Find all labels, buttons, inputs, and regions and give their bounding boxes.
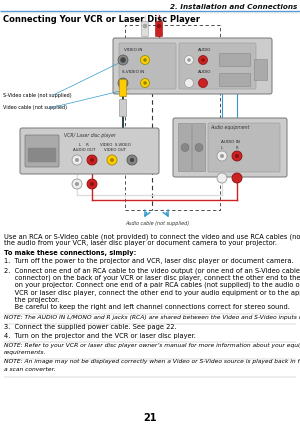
Text: Audio cable (not supplied): Audio cable (not supplied) bbox=[125, 220, 189, 226]
Text: 21: 21 bbox=[143, 413, 157, 423]
Circle shape bbox=[87, 179, 97, 189]
Text: AUDIO: AUDIO bbox=[198, 48, 212, 52]
Bar bbox=[28, 148, 56, 162]
Circle shape bbox=[143, 24, 147, 28]
Circle shape bbox=[107, 155, 117, 165]
Circle shape bbox=[90, 158, 94, 162]
Text: NOTE: The AUDIO IN L/MONO and R jacks (RCA) are shared between the Video and S-V: NOTE: The AUDIO IN L/MONO and R jacks (R… bbox=[4, 315, 300, 320]
Text: NOTE: An image may not be displayed correctly when a Video or S-Video source is : NOTE: An image may not be displayed corr… bbox=[4, 360, 300, 365]
Circle shape bbox=[157, 24, 161, 28]
FancyBboxPatch shape bbox=[193, 123, 206, 171]
FancyBboxPatch shape bbox=[155, 22, 163, 36]
Text: VCR or laser disc player, connect the other end to your audio equipment or to th: VCR or laser disc player, connect the ot… bbox=[4, 290, 300, 296]
Text: NOTE: Refer to your VCR or laser disc player owner’s manual for more information: NOTE: Refer to your VCR or laser disc pl… bbox=[4, 343, 300, 348]
Circle shape bbox=[140, 56, 149, 64]
Circle shape bbox=[87, 155, 97, 165]
Text: To make these connections, simply:: To make these connections, simply: bbox=[4, 250, 136, 256]
Text: requirements.: requirements. bbox=[4, 350, 46, 355]
Text: VIDEO  S-VIDEO: VIDEO S-VIDEO bbox=[100, 143, 130, 147]
Circle shape bbox=[130, 158, 134, 162]
Circle shape bbox=[188, 59, 190, 61]
Circle shape bbox=[118, 55, 128, 65]
FancyBboxPatch shape bbox=[119, 43, 176, 89]
Text: connector) on the back of your VCR or laser disc player, connect the other end t: connector) on the back of your VCR or la… bbox=[4, 274, 300, 281]
FancyBboxPatch shape bbox=[173, 118, 287, 177]
FancyBboxPatch shape bbox=[119, 100, 127, 117]
Text: S-Video cable (not supplied): S-Video cable (not supplied) bbox=[3, 92, 72, 98]
Circle shape bbox=[220, 154, 224, 158]
Text: 2. Installation and Connections: 2. Installation and Connections bbox=[169, 4, 297, 10]
FancyBboxPatch shape bbox=[119, 80, 127, 97]
FancyBboxPatch shape bbox=[142, 22, 148, 36]
FancyBboxPatch shape bbox=[25, 135, 59, 167]
Circle shape bbox=[140, 78, 149, 87]
Circle shape bbox=[195, 143, 203, 151]
Text: Connecting Your VCR or Laser Disc Player: Connecting Your VCR or Laser Disc Player bbox=[3, 16, 200, 25]
Circle shape bbox=[235, 154, 239, 158]
Circle shape bbox=[217, 151, 227, 161]
FancyBboxPatch shape bbox=[220, 53, 250, 67]
Circle shape bbox=[75, 158, 79, 162]
FancyBboxPatch shape bbox=[20, 128, 159, 174]
Circle shape bbox=[75, 182, 79, 186]
FancyBboxPatch shape bbox=[179, 43, 256, 89]
Text: R: R bbox=[236, 146, 238, 150]
Circle shape bbox=[232, 173, 242, 183]
Text: Audio equipment: Audio equipment bbox=[210, 126, 250, 131]
Text: AUDIO OUT: AUDIO OUT bbox=[73, 148, 95, 152]
Text: 3.  Connect the supplied power cable. See page 22.: 3. Connect the supplied power cable. See… bbox=[4, 324, 177, 330]
Circle shape bbox=[217, 173, 227, 183]
Text: S-VIDEO IN: S-VIDEO IN bbox=[122, 70, 144, 74]
Circle shape bbox=[202, 59, 205, 61]
Circle shape bbox=[118, 78, 128, 88]
Text: AUDIO IN: AUDIO IN bbox=[220, 140, 239, 144]
Circle shape bbox=[181, 143, 189, 151]
FancyBboxPatch shape bbox=[254, 59, 268, 81]
FancyBboxPatch shape bbox=[113, 38, 272, 94]
Bar bbox=[125, 25, 220, 210]
Text: Video cable (not supplied): Video cable (not supplied) bbox=[3, 106, 67, 111]
Circle shape bbox=[72, 179, 82, 189]
Text: VCR/ Laser disc player: VCR/ Laser disc player bbox=[64, 132, 116, 137]
Text: AUDIO: AUDIO bbox=[198, 70, 212, 74]
FancyBboxPatch shape bbox=[178, 123, 191, 171]
FancyBboxPatch shape bbox=[220, 73, 250, 86]
Circle shape bbox=[121, 81, 125, 86]
FancyBboxPatch shape bbox=[208, 123, 280, 172]
Circle shape bbox=[143, 59, 146, 61]
Circle shape bbox=[143, 81, 146, 84]
Circle shape bbox=[110, 158, 114, 162]
Circle shape bbox=[127, 155, 137, 165]
Text: 4.  Turn on the projector and the VCR or laser disc player.: 4. Turn on the projector and the VCR or … bbox=[4, 333, 196, 339]
Text: the projector.: the projector. bbox=[4, 297, 59, 303]
Text: 1.  Turn off the power to the projector and VCR, laser disc player or document c: 1. Turn off the power to the projector a… bbox=[4, 259, 294, 265]
Circle shape bbox=[121, 58, 125, 62]
Text: 2.  Connect one end of an RCA cable to the video output (or one end of an S-Vide: 2. Connect one end of an RCA cable to th… bbox=[4, 267, 300, 273]
Text: the audio from your VCR, laser disc player or document camera to your projector.: the audio from your VCR, laser disc play… bbox=[4, 240, 277, 246]
Circle shape bbox=[232, 151, 242, 161]
Circle shape bbox=[72, 155, 82, 165]
Circle shape bbox=[199, 78, 208, 87]
Text: L: L bbox=[221, 146, 223, 150]
Text: Use an RCA or S-Video cable (not provided) to connect the video and use RCA cabl: Use an RCA or S-Video cable (not provide… bbox=[4, 233, 300, 240]
Circle shape bbox=[184, 56, 194, 64]
Circle shape bbox=[199, 56, 208, 64]
Text: Be careful to keep the right and left channel connections correct for stereo sou: Be careful to keep the right and left ch… bbox=[4, 304, 290, 310]
Circle shape bbox=[90, 182, 94, 186]
Circle shape bbox=[184, 78, 194, 87]
Text: on your projector. Connect one end of a pair RCA cables (not supplied) to the au: on your projector. Connect one end of a … bbox=[4, 282, 300, 288]
Text: VIDEO IN: VIDEO IN bbox=[124, 48, 142, 52]
Text: a scan converter.: a scan converter. bbox=[4, 367, 55, 372]
Text: L    R: L R bbox=[79, 143, 89, 147]
Text: VIDEO OUT: VIDEO OUT bbox=[104, 148, 126, 152]
